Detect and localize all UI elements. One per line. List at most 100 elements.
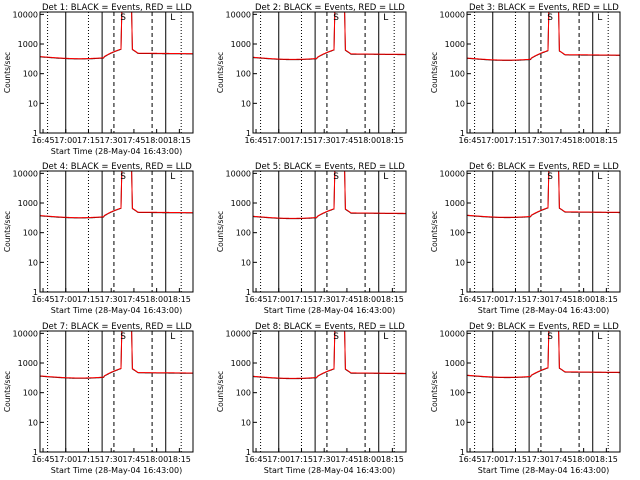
annotation-label: L (170, 13, 175, 23)
y-tick-label: 10000 (440, 329, 465, 338)
annotation-label: L (597, 332, 602, 342)
y-tick-label: 10000 (226, 329, 251, 338)
y-axis-label: Counts/sec (3, 211, 12, 252)
y-tick-label: 10 (241, 418, 251, 427)
x-tick-label: 17:45 (335, 136, 358, 145)
annotation-label: S (120, 172, 126, 182)
x-axis-label: Start Time (28-May-04 16:43:00) (51, 147, 182, 156)
x-tick-label: 17:45 (549, 455, 572, 464)
x-tick-label: 18:00 (145, 136, 168, 145)
series-lld-line (40, 331, 193, 379)
x-tick-label: 18:00 (358, 455, 381, 464)
x-axis-label: Start Time (28-May-04 16:43:00) (264, 306, 395, 315)
annotation-label: S (547, 172, 553, 182)
x-tick-label: 16:45 (244, 295, 267, 304)
x-tick-label: 17:15 (290, 455, 313, 464)
y-tick-label: 100 (23, 70, 38, 79)
y-tick-label: 100 (23, 229, 38, 238)
x-axis-label: Start Time (28-May-04 16:43:00) (51, 466, 182, 475)
y-tick-label: 10000 (440, 10, 465, 19)
annotation-label: L (597, 13, 602, 23)
x-tick-label: 17:30 (313, 455, 336, 464)
x-tick-label: 17:00 (481, 295, 504, 304)
x-tick-label: 18:00 (358, 136, 381, 145)
y-tick-label: 1 (246, 288, 251, 297)
x-tick-label: 17:45 (122, 136, 145, 145)
series-lld-line (40, 171, 193, 219)
y-tick-label: 10000 (226, 169, 251, 178)
y-tick-label: 100 (450, 70, 465, 79)
series-lld-line (467, 331, 620, 378)
x-tick-label: 16:45 (458, 295, 481, 304)
series-lld-line (253, 331, 406, 379)
panel-title: Det 7: BLACK = Events, RED = LLD (42, 322, 192, 332)
x-tick-label: 18:15 (168, 295, 191, 304)
y-tick-label: 100 (450, 229, 465, 238)
x-tick-label: 17:45 (549, 295, 572, 304)
x-tick-label: 17:30 (313, 136, 336, 145)
panel-title: Det 5: BLACK = Events, RED = LLD (255, 162, 405, 172)
series-lld-line (467, 171, 620, 218)
y-axis-label: Counts/sec (216, 371, 225, 412)
x-tick-label: 16:45 (458, 455, 481, 464)
plot-frame (252, 11, 407, 134)
y-tick-label: 1 (33, 448, 38, 457)
y-tick-label: 10 (455, 418, 465, 427)
x-axis-label: Start Time (28-May-04 16:43:00) (478, 466, 609, 475)
series-lld-line (467, 12, 620, 61)
x-tick-label: 18:15 (595, 455, 618, 464)
x-tick-label: 18:15 (168, 136, 191, 145)
x-tick-label: 18:00 (572, 295, 595, 304)
x-tick-label: 17:00 (481, 136, 504, 145)
x-tick-label: 18:00 (145, 455, 168, 464)
y-tick-label: 1 (460, 129, 465, 138)
y-axis-label: Counts/sec (3, 371, 12, 412)
x-tick-label: 17:30 (100, 295, 123, 304)
plot-frame (39, 11, 194, 134)
y-tick-label: 1000 (231, 199, 251, 208)
y-axis-label: Counts/sec (430, 211, 439, 252)
y-tick-label: 1 (460, 448, 465, 457)
annotation-label: L (383, 13, 388, 23)
x-tick-label: 18:15 (595, 136, 618, 145)
y-tick-label: 100 (450, 389, 465, 398)
y-tick-label: 1000 (18, 40, 38, 49)
y-tick-label: 10 (28, 418, 38, 427)
panel-title: Det 1: BLACK = Events, RED = LLD (42, 3, 192, 13)
y-tick-label: 10000 (13, 329, 38, 338)
y-tick-label: 10 (241, 99, 251, 108)
plot-frame (466, 11, 621, 134)
y-tick-label: 1 (33, 129, 38, 138)
x-tick-label: 17:15 (77, 295, 100, 304)
plot-frame (39, 330, 194, 453)
x-tick-label: 17:30 (100, 455, 123, 464)
x-tick-label: 16:45 (31, 295, 54, 304)
x-tick-label: 17:45 (335, 295, 358, 304)
x-axis-label: Start Time (28-May-04 16:43:00) (478, 306, 609, 315)
x-axis-label: Start Time (28-May-04 16:43:00) (51, 306, 182, 315)
x-tick-label: 18:15 (595, 295, 618, 304)
y-tick-label: 10 (241, 258, 251, 267)
y-axis-label: Counts/sec (430, 52, 439, 93)
y-tick-label: 1 (460, 288, 465, 297)
annotation-label: S (547, 13, 553, 23)
y-tick-label: 100 (236, 229, 251, 238)
panel-title: Det 8: BLACK = Events, RED = LLD (255, 322, 405, 332)
x-tick-label: 16:45 (31, 455, 54, 464)
y-tick-label: 1000 (231, 359, 251, 368)
panel-title: Det 3: BLACK = Events, RED = LLD (469, 3, 619, 13)
x-tick-label: 17:15 (504, 136, 527, 145)
y-tick-label: 10000 (226, 10, 251, 19)
x-tick-label: 17:15 (504, 295, 527, 304)
y-tick-label: 1 (246, 129, 251, 138)
x-tick-label: 16:45 (244, 455, 267, 464)
x-tick-label: 17:45 (122, 295, 145, 304)
x-axis-label: Start Time (28-May-04 16:43:00) (264, 466, 395, 475)
x-tick-label: 17:15 (77, 136, 100, 145)
y-tick-label: 10000 (13, 169, 38, 178)
annotation-label: S (333, 13, 339, 23)
